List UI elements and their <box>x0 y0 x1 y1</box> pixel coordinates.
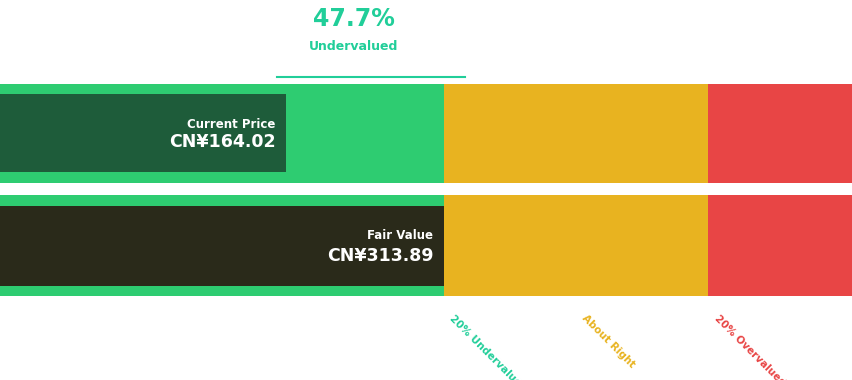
Bar <box>0 84 443 182</box>
Text: 20% Overvalued: 20% Overvalued <box>711 314 786 380</box>
Text: Current Price: Current Price <box>187 118 275 131</box>
Bar <box>707 195 852 296</box>
Bar <box>443 84 575 182</box>
Text: 20% Undervalued: 20% Undervalued <box>447 314 527 380</box>
Bar <box>443 195 575 296</box>
Text: Undervalued: Undervalued <box>309 40 398 53</box>
Bar <box>0 206 443 286</box>
Text: About Right: About Right <box>579 314 636 370</box>
Text: Fair Value: Fair Value <box>367 229 433 242</box>
Text: 47.7%: 47.7% <box>313 7 394 31</box>
Text: CN¥313.89: CN¥313.89 <box>326 247 433 265</box>
Bar <box>707 84 852 182</box>
Bar <box>0 94 285 172</box>
Bar <box>575 195 707 296</box>
Text: CN¥164.02: CN¥164.02 <box>169 133 275 151</box>
Bar <box>575 84 707 182</box>
Bar <box>0 195 443 296</box>
